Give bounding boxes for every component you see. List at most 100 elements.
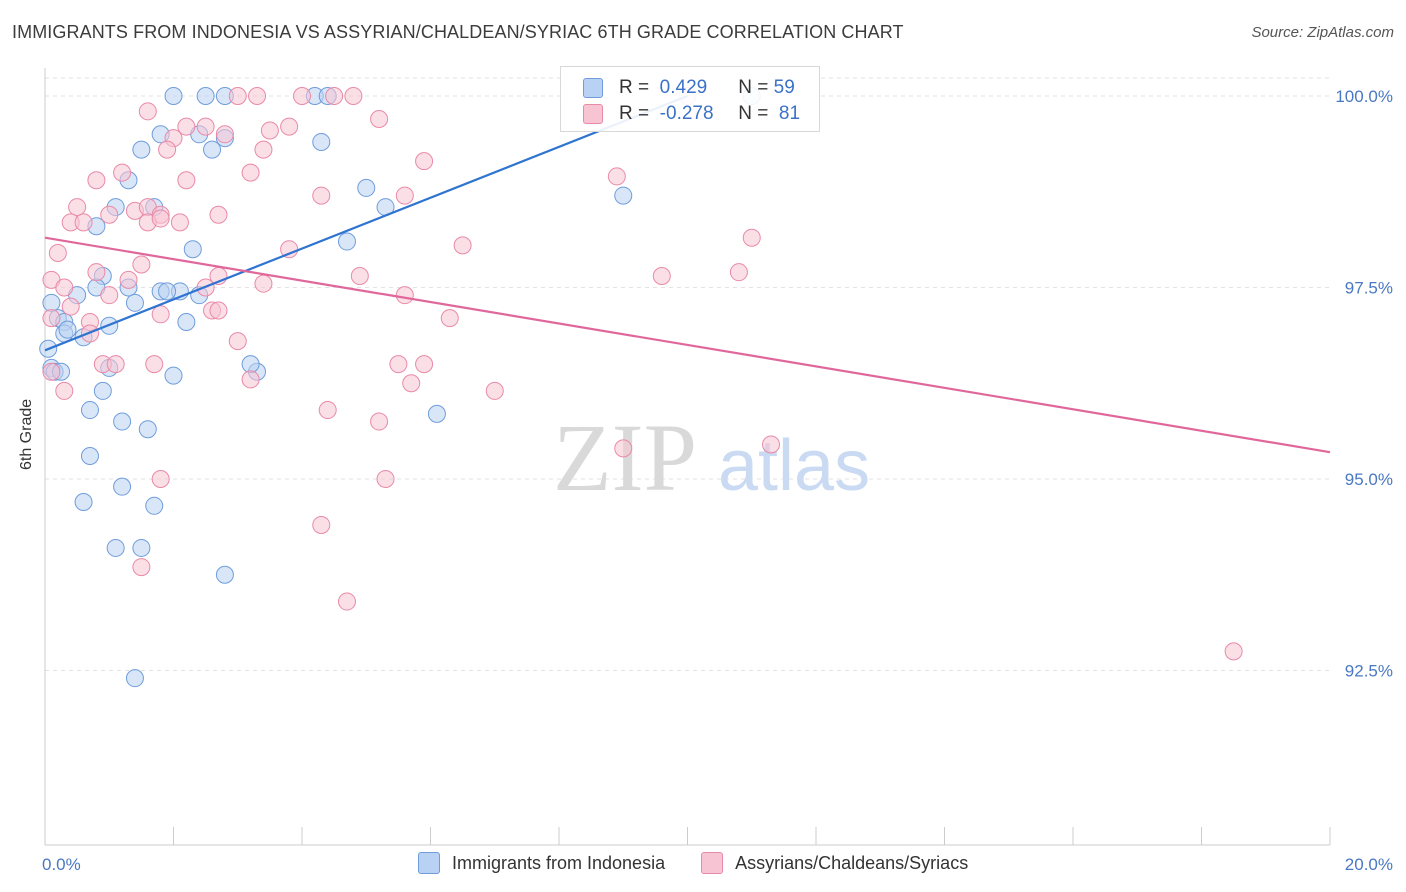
data-point [729,263,748,282]
data-point [312,515,331,534]
data-point [344,87,363,105]
data-point [614,186,633,205]
data-point [395,186,414,205]
data-point [215,125,234,144]
data-point [125,669,144,688]
data-point [254,140,273,159]
data-point [100,286,119,305]
legend-n-label: N = [738,103,769,124]
legend-swatch-pink [583,104,603,124]
x-tick-label: 20.0% [1345,855,1393,874]
correlation-legend: R = 0.429 N = 59 R = -0.278 N = 81 [560,66,820,132]
data-point [389,355,408,374]
data-point [74,213,93,232]
data-point [312,186,331,205]
data-point [196,87,215,105]
source-label: Source: ZipAtlas.com [1251,24,1394,41]
legend-row-assyrian: R = -0.278 N = 81 [583,101,800,127]
data-point [209,301,228,320]
tick-labels: 100.0% 97.5% 95.0% 92.5% 0.0% 20.0% [42,87,1393,874]
data-point [132,538,151,557]
data-point [48,244,67,263]
chart-title: IMMIGRANTS FROM INDONESIA VS ASSYRIAN/CH… [12,22,904,42]
data-point [652,267,671,286]
y-axis-label: 6th Grade [18,398,35,470]
legend-r-label: R = [619,77,650,98]
data-point [132,255,151,274]
data-point [280,117,299,136]
data-point [209,205,228,224]
series-legend-swatch-blue [418,852,440,874]
series-legend: Immigrants from Indonesia Assyrians/Chal… [418,852,1004,874]
data-point [119,270,138,289]
data-point [42,362,61,381]
data-point [158,282,177,301]
data-point [370,109,389,128]
data-point [293,87,311,105]
series-legend-label: Assyrians/Chaldeans/Syriacs [735,852,969,873]
legend-n-value: 81 [778,103,801,124]
data-point [607,167,626,186]
data-point [138,420,157,439]
data-point [87,171,106,190]
data-point [337,592,356,611]
data-point [61,297,80,316]
series-legend-assyrian: Assyrians/Chaldeans/Syriacs [701,852,968,874]
watermark-atlas: atlas [718,426,870,506]
data-point [138,102,157,121]
data-point [318,401,337,420]
data-point [395,286,414,305]
data-point [55,278,74,297]
series-legend-swatch-pink [701,852,724,874]
legend-swatch-blue [583,78,603,98]
grid-lines [45,77,1330,671]
series-legend-indonesia: Immigrants from Indonesia [418,852,665,874]
data-point [113,477,132,496]
data-point [215,565,234,584]
data-point [415,355,434,374]
data-point [241,355,260,374]
y-tick-label: 95.0% [1345,470,1393,489]
data-point [241,370,260,389]
y-tick-label: 92.5% [1345,662,1393,681]
data-point [440,309,459,328]
data-point [241,163,260,182]
data-point [87,263,106,282]
data-point [260,121,279,140]
data-point [228,87,247,105]
axes [44,68,1331,846]
data-point [93,381,112,400]
data-point [125,293,144,312]
data-point [164,87,183,105]
trend-line-indonesia [44,94,688,352]
trend-line-assyrian [44,236,1331,454]
data-point [132,140,151,159]
legend-n-value: 59 [773,77,795,98]
data-point [100,205,119,224]
data-point [370,412,389,431]
data-point [68,198,87,217]
data-point [427,404,446,423]
data-point [164,366,183,385]
y-tick-label: 97.5% [1345,279,1393,298]
data-point [453,236,472,255]
data-point [55,381,74,400]
x-tick-label: 0.0% [42,855,81,874]
data-point [106,538,125,557]
data-point [614,439,633,458]
watermark-zip: ZIP [553,404,697,511]
data-point [132,558,151,577]
data-point [337,232,356,251]
data-point [177,171,196,190]
data-point [350,267,369,286]
data-point [196,117,215,136]
data-point [254,274,273,293]
data-point [58,320,77,339]
legend-row-indonesia: R = 0.429 N = 59 [583,75,795,101]
data-point [177,117,196,136]
data-point [113,412,132,431]
data-point [742,228,761,247]
data-point [170,213,189,232]
data-point [145,355,164,374]
data-point [415,152,434,171]
